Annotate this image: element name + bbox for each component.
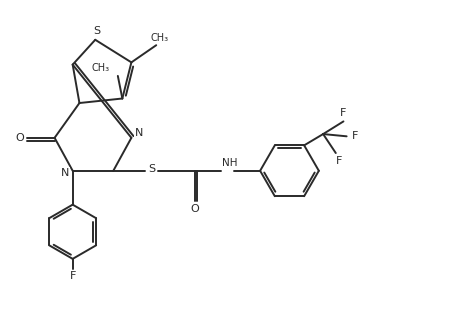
- Text: F: F: [340, 108, 347, 118]
- Text: F: F: [351, 131, 358, 141]
- Text: O: O: [190, 204, 199, 214]
- Text: CH₃: CH₃: [151, 33, 169, 43]
- Text: O: O: [15, 133, 24, 143]
- Text: F: F: [336, 156, 343, 166]
- Text: N: N: [61, 168, 69, 178]
- Text: NH: NH: [222, 158, 238, 168]
- Text: S: S: [93, 26, 100, 36]
- Text: S: S: [148, 164, 155, 174]
- Text: N: N: [135, 128, 143, 138]
- Text: CH₃: CH₃: [91, 63, 110, 73]
- Text: F: F: [69, 272, 76, 281]
